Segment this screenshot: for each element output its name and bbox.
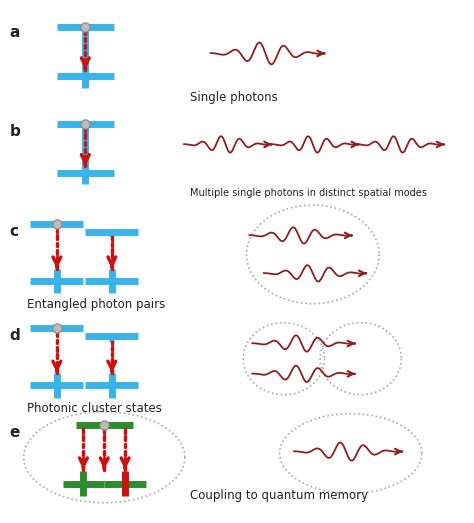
Text: e: e [9,425,20,440]
Text: Multiple single photons in distinct spatial modes: Multiple single photons in distinct spat… [190,188,427,198]
Text: b: b [9,123,20,139]
Text: c: c [9,224,18,239]
Point [53,220,61,228]
Point [82,119,89,128]
Text: Photonic cluster states: Photonic cluster states [27,402,162,415]
Text: Single photons: Single photons [190,92,277,105]
Point [53,324,61,333]
Text: d: d [9,328,20,343]
Point [100,421,108,429]
Text: Entangled photon pairs: Entangled photon pairs [27,298,165,311]
Text: a: a [9,25,20,40]
Point [82,22,89,31]
Text: Coupling to quantum memory: Coupling to quantum memory [190,490,368,503]
